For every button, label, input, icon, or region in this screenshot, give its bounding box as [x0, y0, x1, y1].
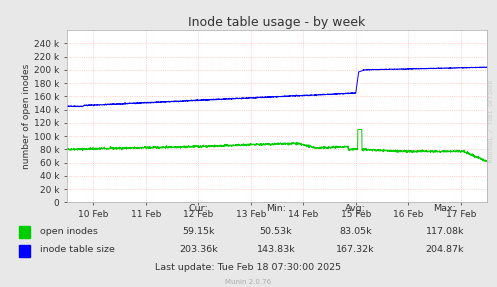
- Text: inode table size: inode table size: [40, 245, 115, 254]
- Text: Last update: Tue Feb 18 07:30:00 2025: Last update: Tue Feb 18 07:30:00 2025: [156, 263, 341, 272]
- Text: 59.15k: 59.15k: [182, 226, 215, 236]
- Text: Munin 2.0.76: Munin 2.0.76: [226, 279, 271, 285]
- Text: Min:: Min:: [266, 204, 286, 213]
- Text: 143.83k: 143.83k: [256, 245, 295, 254]
- Text: 203.36k: 203.36k: [179, 245, 218, 254]
- Text: Max:: Max:: [433, 204, 456, 213]
- Y-axis label: number of open inodes: number of open inodes: [22, 64, 31, 169]
- Text: 83.05k: 83.05k: [339, 226, 372, 236]
- Text: open inodes: open inodes: [40, 226, 97, 236]
- Text: 117.08k: 117.08k: [425, 226, 464, 236]
- Text: RRDTOOL / TOBI OETIKER: RRDTOOL / TOBI OETIKER: [489, 79, 494, 162]
- Text: Avg:: Avg:: [345, 204, 366, 213]
- Title: Inode table usage - by week: Inode table usage - by week: [188, 16, 366, 29]
- Text: 50.53k: 50.53k: [259, 226, 292, 236]
- Text: 204.87k: 204.87k: [425, 245, 464, 254]
- Text: 167.32k: 167.32k: [336, 245, 375, 254]
- Text: Cur:: Cur:: [189, 204, 209, 213]
